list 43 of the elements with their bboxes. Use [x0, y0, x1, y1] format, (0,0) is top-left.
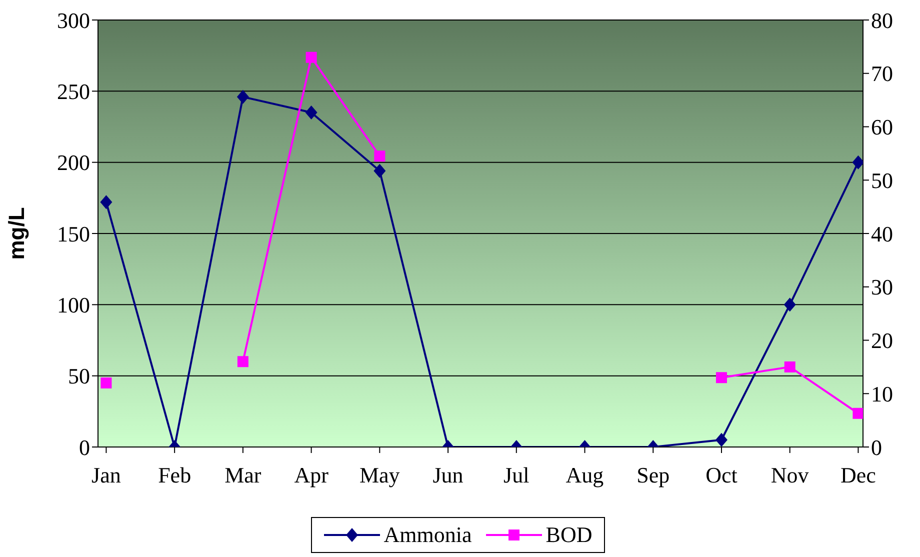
point	[852, 155, 863, 170]
point	[237, 356, 248, 368]
legend-label: BOD	[544, 522, 592, 548]
y2-tick-label: 50	[871, 168, 893, 193]
y2-tick-label: 30	[871, 274, 893, 300]
x-tick-label: Dec	[840, 462, 876, 488]
y-tick-label: 0	[79, 434, 90, 460]
x-tick-label: Feb	[158, 462, 192, 488]
y2-tick-label: 60	[871, 114, 893, 140]
point	[716, 372, 727, 384]
y2-tick-label: 20	[871, 328, 893, 354]
y2-tick-label: 40	[871, 221, 893, 246]
y2-tick-label: 70	[871, 61, 893, 86]
x-tick-label: Oct	[706, 462, 738, 488]
x-tick-label: Nov	[770, 462, 809, 488]
point	[852, 408, 863, 419]
x-tick-label: Mar	[224, 462, 262, 488]
x-tick-label: May	[360, 462, 400, 488]
y-tick-label: 300	[57, 8, 90, 33]
y-tick-label: 50	[68, 364, 90, 389]
x-tick-label: Aug	[566, 462, 604, 488]
x-tick-label: Apr	[294, 462, 330, 488]
point	[306, 52, 317, 63]
x-tick-label: Sep	[636, 462, 670, 488]
y-tick-label: 250	[57, 78, 90, 104]
y-tick-label: 200	[57, 150, 90, 176]
x-tick-label: Jan	[92, 462, 121, 488]
y2-tick-label: 0	[871, 434, 882, 460]
point	[100, 377, 112, 388]
y2-tick-label: 10	[871, 381, 893, 406]
x-tick-label: Jul	[504, 462, 530, 488]
legend-label: Ammonia	[382, 522, 472, 548]
point	[374, 164, 386, 178]
point	[374, 150, 386, 162]
y-tick-label: 100	[57, 292, 90, 318]
y-tick-label: 150	[57, 221, 90, 246]
point	[305, 106, 318, 120]
point	[236, 90, 249, 104]
y2-tick-label: 80	[871, 8, 893, 33]
point	[784, 361, 796, 372]
point	[100, 195, 112, 210]
y-axis-title: mg/L	[4, 207, 29, 260]
x-tick-label: Jun	[432, 462, 464, 488]
